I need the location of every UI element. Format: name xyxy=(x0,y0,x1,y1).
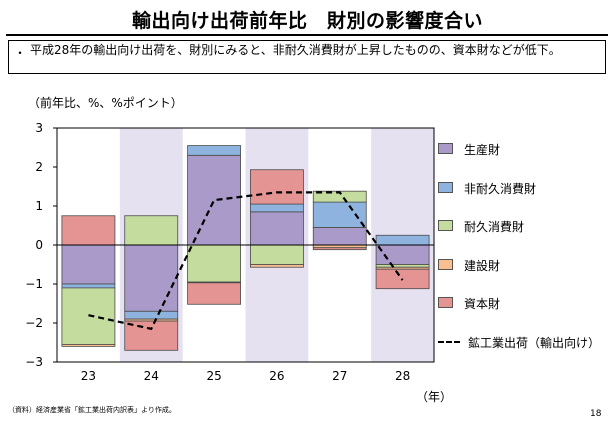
bar-segment-24-4 xyxy=(124,320,179,351)
legend-label: 非耐久消費財 xyxy=(464,181,537,196)
bar-segment-23-4 xyxy=(61,215,116,246)
bar-segment-27-0 xyxy=(312,227,367,246)
y-tick-label: 1 xyxy=(35,199,43,213)
bar-segment-26-1 xyxy=(250,203,304,213)
bar-segment-25-1 xyxy=(187,145,241,156)
y-tick-label: 2 xyxy=(35,160,43,174)
bar-segment-26-4 xyxy=(250,169,304,205)
legend-swatch xyxy=(438,181,453,193)
legend-swatch xyxy=(438,297,453,308)
summary-text: 平成28年の輸出向け出荷を、財別にみると、非耐久消費財が上昇したものの、資本財な… xyxy=(30,43,561,57)
bar-segment-26-0 xyxy=(250,211,304,246)
x-tick-label: 26 xyxy=(269,369,284,383)
x-axis-label: （年） xyxy=(416,390,452,404)
legend-swatch xyxy=(438,143,453,154)
legend-label: 生産財 xyxy=(464,143,501,157)
bar-segment-23-3 xyxy=(61,344,116,347)
bar-segment-25-4 xyxy=(187,282,241,305)
bar-segment-28-1 xyxy=(375,234,430,246)
bar-segment-27-2 xyxy=(312,190,367,203)
bar-segment-24-2 xyxy=(124,215,179,246)
summary-box xyxy=(8,40,606,74)
page-title: 輸出向け出荷前年比 財別の影響度合い xyxy=(131,10,483,32)
x-tick-label: 27 xyxy=(332,369,347,383)
bar-segment-26-3 xyxy=(250,264,304,268)
page-number: 18 xyxy=(590,409,602,419)
y-tick-label: 3 xyxy=(35,121,43,135)
x-tick-label: 23 xyxy=(81,369,96,383)
bar-segment-25-2 xyxy=(187,244,241,283)
x-tick-label: 28 xyxy=(395,369,410,383)
y-tick-label: −2 xyxy=(25,316,43,330)
legend-label: 建設財 xyxy=(464,258,501,273)
bar-segment-27-4 xyxy=(312,247,367,251)
y-unit-label: （前年比、%、%ポイント） xyxy=(28,96,183,110)
bar-segment-26-2 xyxy=(250,244,304,265)
legend-swatch xyxy=(438,340,460,343)
legend-label: 資本財 xyxy=(464,297,501,311)
x-tick-label: 25 xyxy=(206,369,221,383)
legend-label: 鉱工業出荷（輸出向け） xyxy=(468,335,601,350)
legend-swatch xyxy=(438,220,453,231)
line-series xyxy=(88,191,404,331)
bullet-mark: ・ xyxy=(14,46,27,60)
title-rule xyxy=(6,34,608,36)
source-note: （資料）経済産業省「鉱工業出荷内訳表」より作成。 xyxy=(8,406,176,414)
bar-segment-28-2 xyxy=(375,264,430,268)
y-tick-label: 0 xyxy=(35,238,43,252)
bar-segment-25-0 xyxy=(187,154,241,246)
x-tick-label: 24 xyxy=(144,369,159,383)
legend-swatch xyxy=(438,258,453,270)
bar-segment-24-1 xyxy=(124,310,179,320)
bar-segment-27-1 xyxy=(312,201,367,228)
y-tick-label: −3 xyxy=(25,355,43,369)
bar-segment-23-0 xyxy=(61,244,116,285)
bar-segment-24-0 xyxy=(124,244,179,312)
bar-segment-23-1 xyxy=(61,283,116,289)
y-tick-label: −1 xyxy=(25,277,43,291)
legend-label: 耐久消費財 xyxy=(464,220,525,234)
